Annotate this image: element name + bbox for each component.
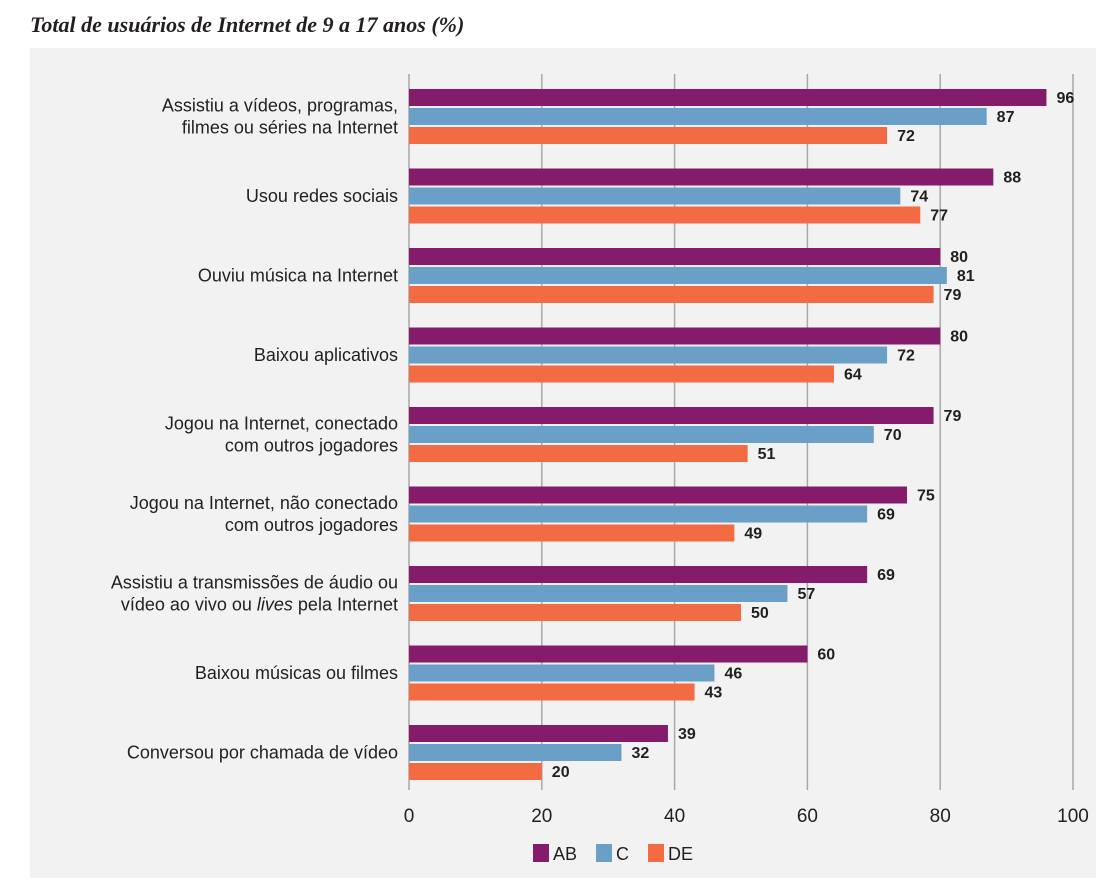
bar-c [409, 187, 901, 205]
bar-ab [409, 725, 668, 742]
data-label: 74 [910, 189, 928, 206]
data-label: 96 [1056, 90, 1074, 107]
data-label: 43 [705, 685, 723, 702]
data-label: 80 [950, 249, 968, 266]
x-tick-label: 80 [930, 806, 951, 827]
bar-c [409, 505, 868, 523]
category-label: Jogou na Internet, não conectado com outr… [130, 493, 398, 535]
data-label: 46 [724, 666, 742, 683]
bar-de [409, 365, 834, 383]
bar-ab [409, 89, 1047, 106]
data-label: 77 [930, 208, 948, 225]
bar-c [409, 267, 947, 284]
bar-de [409, 206, 921, 224]
legend-swatch-de [648, 844, 664, 862]
data-label: 32 [631, 745, 649, 762]
data-label: 39 [678, 726, 696, 743]
bar-c [409, 585, 788, 602]
data-label: 51 [758, 446, 776, 463]
x-tick-label: 20 [531, 806, 552, 827]
data-label: 49 [744, 526, 762, 543]
data-label: 81 [957, 268, 975, 285]
data-label: 79 [944, 287, 962, 304]
category-label: Assistiu a vídeos, programas, filmes ou s… [162, 96, 398, 138]
bar-c [409, 744, 622, 761]
legend-label-ab: AB [553, 844, 577, 864]
data-label: 60 [817, 647, 835, 664]
bar-de [409, 524, 735, 542]
x-tick-label: 100 [1057, 806, 1089, 827]
category-label: Baixou músicas ou filmes [195, 663, 398, 683]
bar-ab [409, 645, 808, 663]
category-label: Assistiu a transmissões de áudio ou vídeo… [111, 573, 398, 615]
chart-title: Total de usuários de Internet de 9 a 17 … [30, 12, 465, 37]
bar-de [409, 604, 741, 621]
bar-c [409, 346, 888, 364]
data-label: 50 [751, 605, 769, 622]
data-label: 69 [877, 567, 895, 584]
data-label: 80 [950, 329, 968, 346]
bar-de [409, 763, 542, 780]
data-label: 69 [877, 507, 895, 524]
legend-swatch-ab [533, 844, 549, 862]
bar-ab [409, 168, 994, 186]
bar-ab [409, 407, 934, 424]
data-label: 79 [944, 408, 962, 425]
category-label: Baixou aplicativos [254, 345, 398, 365]
bar-ab [409, 486, 907, 504]
legend-label-c: C [616, 844, 629, 864]
category-label: Conversou por chamada de vídeo [127, 743, 398, 763]
bar-de [409, 445, 748, 462]
bar-de [409, 286, 934, 303]
data-label: 70 [884, 427, 902, 444]
bar-c [409, 664, 715, 682]
data-label: 64 [844, 367, 862, 384]
x-tick-label: 40 [664, 806, 685, 827]
category-label: Usou redes sociais [246, 186, 398, 206]
x-tick-label: 0 [404, 806, 415, 827]
bar-ab [409, 327, 941, 345]
bar-ab [409, 566, 868, 583]
data-label: 87 [997, 109, 1015, 126]
legend-label-de: DE [668, 844, 693, 864]
data-label: 88 [1003, 170, 1021, 187]
x-tick-label: 60 [797, 806, 818, 827]
data-label: 75 [917, 488, 935, 505]
category-label: Ouviu música na Internet [198, 266, 398, 286]
data-label: 57 [797, 586, 815, 603]
data-label: 72 [897, 128, 915, 145]
data-label: 20 [552, 764, 570, 781]
bar-de [409, 683, 695, 701]
bar-de [409, 127, 888, 144]
bar-c [409, 426, 874, 443]
bar-ab [409, 248, 941, 265]
category-label: Jogou na Internet, conectado com outros j… [165, 414, 398, 456]
legend-swatch-c [596, 844, 612, 862]
data-label: 72 [897, 348, 915, 365]
bar-c [409, 108, 987, 125]
